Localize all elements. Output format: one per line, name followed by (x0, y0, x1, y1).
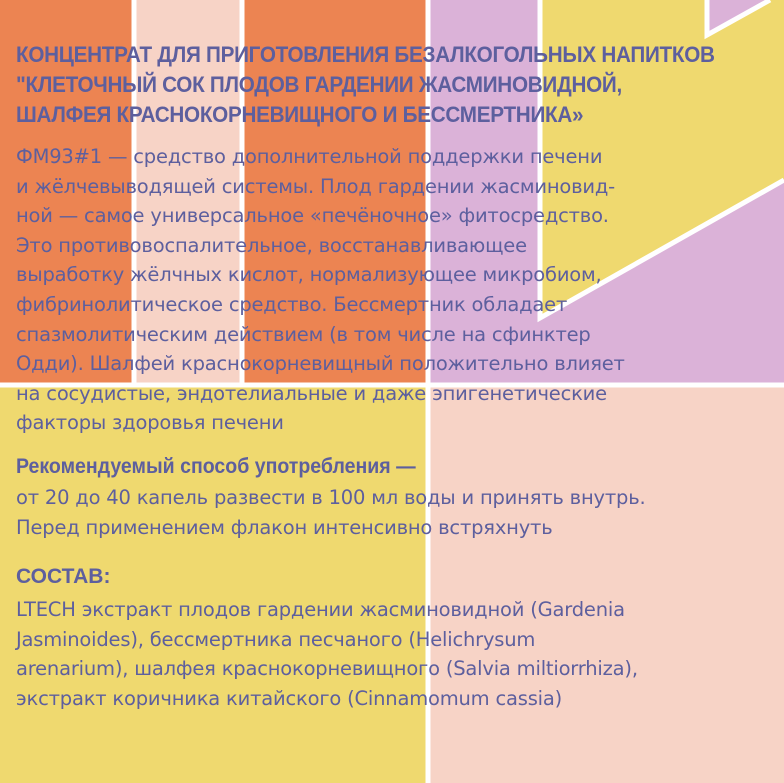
yellow-shape (540, 0, 784, 318)
composition-line: Jasminoides), бессмертника песчаного (He… (16, 627, 536, 651)
description-line: и жёлчевыводящей системы. Плод гардении … (16, 174, 616, 198)
title-line: КОНЦЕНТРАТ ДЛЯ ПРИГОТОВЛЕНИЯ БЕЗАЛКОГОЛЬ… (16, 42, 715, 67)
description-line: на сосудистые, эндотелиальные и даже эпи… (16, 381, 607, 405)
lilac-corner (707, 0, 760, 30)
description-line: ной — самое универсальное «печёночное» ф… (16, 204, 609, 228)
description-line: Это противовоспалительное, восстанавлива… (16, 233, 527, 257)
bottom-yellow (0, 385, 427, 783)
composition-text: LTECH экстракт плодов гардении жасминови… (16, 595, 638, 713)
stripe-peach (132, 0, 242, 385)
composition-line: arenarium), шалфея краснокорневищного (S… (16, 657, 638, 681)
composition-line: экстракт коричника китайского (Cinnamomu… (16, 686, 563, 710)
bottom-peach (427, 385, 784, 783)
description-line: ФМ93#1 — средство дополнительной поддерж… (16, 145, 603, 168)
divider-line (704, 0, 772, 40)
title-line: "КЛЕТОЧНЫЙ СОК ПЛОДОВ ГАРДЕНИИ ЖАСМИНОВИ… (16, 72, 622, 97)
stripe-orange-mid (242, 0, 427, 385)
description-line: Одди). Шалфей краснокорневищный положите… (16, 352, 625, 376)
usage-heading: Рекомендуемый способ употребления — (16, 455, 416, 478)
description-line: спазмолитическим действием (в том числе … (16, 322, 591, 346)
composition-line: LTECH экстракт плодов гардении жасминови… (16, 598, 625, 621)
usage-text: от 20 до 40 капель развести в 100 мл вод… (16, 483, 646, 542)
stripe-orange-left (0, 0, 132, 385)
product-title: КОНЦЕНТРАТ ДЛЯ ПРИГОТОВЛЕНИЯ БЕЗАЛКОГОЛЬ… (16, 40, 715, 130)
usage-line: от 20 до 40 капель развести в 100 мл вод… (16, 486, 646, 509)
product-description: ФМ93#1 — средство дополнительной поддерж… (16, 142, 625, 438)
title-line: ШАЛФЕЯ КРАСНОКОРНЕВИЩНОГО И БЕССМЕРТНИКА… (16, 102, 584, 127)
divider-line (537, 0, 784, 323)
description-line: факторы здоровья печени (16, 411, 284, 435)
description-line: фибринолитическое средство. Бессмертник … (16, 292, 568, 316)
description-line: выработку жёлчных кислот, нормализующее … (16, 263, 602, 287)
usage-line: Перед применением флакон интенсивно встр… (16, 515, 553, 539)
composition-heading: СОСТАВ: (16, 565, 111, 588)
